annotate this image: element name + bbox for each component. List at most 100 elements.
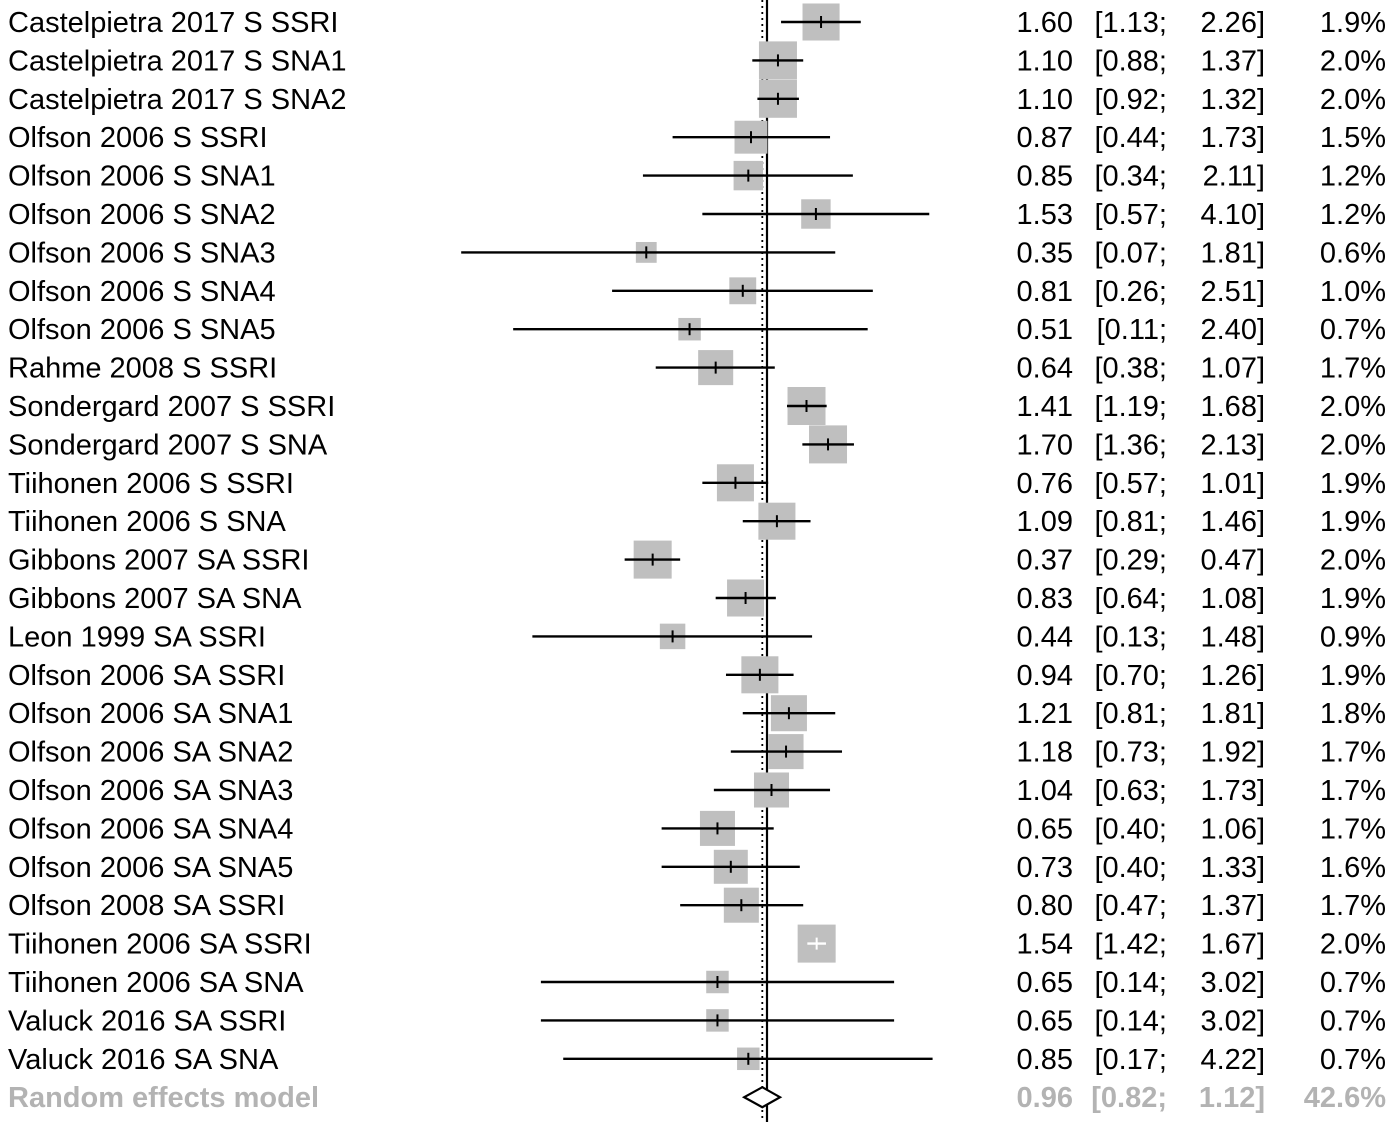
- study-label: Valuck 2016 SA SNA: [8, 1044, 279, 1076]
- study-label: Gibbons 2007 SA SSRI: [8, 545, 309, 577]
- study-ci-upper: 4.22]: [1201, 1044, 1266, 1076]
- study-label: Tiihonen 2006 S SSRI: [8, 468, 294, 500]
- study-label: Tiihonen 2006 SA SSRI: [8, 929, 312, 961]
- study-estimate: 0.81: [1017, 276, 1073, 308]
- study-ci-lower: [0.07;: [1094, 237, 1167, 269]
- study-estimate: 0.44: [1017, 621, 1073, 653]
- study-estimate: 1.18: [1017, 737, 1073, 769]
- study-ci-upper: 1.32]: [1201, 84, 1266, 116]
- summary-ci-lower: [0.82;: [1091, 1082, 1167, 1114]
- study-weight: 0.9%: [1320, 621, 1386, 653]
- study-ci-lower: [0.64;: [1094, 583, 1167, 615]
- study-estimate: 0.76: [1017, 468, 1073, 500]
- study-estimate: 1.54: [1017, 929, 1073, 961]
- study-weight: 1.2%: [1320, 161, 1386, 193]
- study-weight: 1.7%: [1320, 890, 1386, 922]
- study-label: Olfson 2006 S SNA2: [8, 199, 276, 231]
- study-weight: 0.7%: [1320, 1044, 1386, 1076]
- study-ci-upper: 1.37]: [1201, 890, 1266, 922]
- study-ci-lower: [1.19;: [1094, 391, 1167, 423]
- study-ci-upper: 1.67]: [1201, 929, 1266, 961]
- study-weight: 1.9%: [1320, 506, 1386, 538]
- study-estimate: 0.83: [1017, 583, 1073, 615]
- study-estimate: 0.65: [1017, 813, 1073, 845]
- study-label: Tiihonen 2006 SA SNA: [8, 967, 304, 999]
- study-weight: 1.9%: [1320, 468, 1386, 500]
- study-weight: 1.9%: [1320, 660, 1386, 692]
- study-ci-upper: 1.46]: [1201, 506, 1266, 538]
- study-label: Gibbons 2007 SA SNA: [8, 583, 302, 615]
- study-estimate: 1.09: [1017, 506, 1073, 538]
- summary-label: Random effects model: [8, 1082, 319, 1114]
- summary-weight: 42.6%: [1304, 1082, 1386, 1114]
- study-ci-lower: [0.14;: [1094, 967, 1167, 999]
- study-ci-lower: [0.13;: [1094, 621, 1167, 653]
- study-estimate: 0.80: [1017, 890, 1073, 922]
- study-weight: 1.7%: [1320, 353, 1386, 385]
- study-weight: 1.9%: [1320, 583, 1386, 615]
- study-label: Olfson 2006 S SNA1: [8, 161, 276, 193]
- study-label: Olfson 2006 S SSRI: [8, 122, 268, 154]
- study-ci-upper: 1.01]: [1201, 468, 1266, 500]
- study-label: Castelpietra 2017 S SSRI: [8, 7, 338, 39]
- study-weight: 0.7%: [1320, 314, 1386, 346]
- study-ci-lower: [0.73;: [1094, 737, 1167, 769]
- study-ci-lower: [0.47;: [1094, 890, 1167, 922]
- study-estimate: 0.85: [1017, 1044, 1073, 1076]
- study-ci-lower: [0.40;: [1094, 852, 1167, 884]
- study-estimate: 1.04: [1017, 775, 1073, 807]
- study-label: Olfson 2006 SA SSRI: [8, 660, 285, 692]
- study-label: Olfson 2006 S SNA3: [8, 237, 276, 269]
- study-ci-upper: 2.51]: [1201, 276, 1266, 308]
- study-estimate: 0.51: [1017, 314, 1073, 346]
- study-ci-lower: [0.88;: [1094, 45, 1167, 77]
- study-ci-upper: 2.13]: [1201, 429, 1266, 461]
- study-estimate: 1.21: [1017, 698, 1073, 730]
- study-label: Tiihonen 2006 S SNA: [8, 506, 286, 538]
- study-ci-lower: [0.26;: [1094, 276, 1167, 308]
- study-weight: 1.9%: [1320, 7, 1386, 39]
- study-label: Olfson 2006 SA SNA2: [8, 737, 293, 769]
- study-label: Olfson 2006 SA SNA1: [8, 698, 293, 730]
- study-ci-upper: 3.02]: [1201, 1005, 1266, 1037]
- study-estimate: 1.10: [1017, 84, 1073, 116]
- study-ci-lower: [0.57;: [1094, 199, 1167, 231]
- study-ci-lower: [0.11;: [1097, 314, 1167, 346]
- study-weight: 0.7%: [1320, 967, 1386, 999]
- study-ci-lower: [1.42;: [1094, 929, 1167, 961]
- study-weight: 1.7%: [1320, 813, 1386, 845]
- study-ci-upper: 1.06]: [1201, 813, 1266, 845]
- study-weight: 2.0%: [1320, 45, 1386, 77]
- study-estimate: 0.64: [1017, 353, 1073, 385]
- study-label: Valuck 2016 SA SSRI: [8, 1005, 286, 1037]
- study-ci-lower: [1.36;: [1094, 429, 1167, 461]
- summary-estimate: 0.96: [1017, 1082, 1073, 1114]
- study-ci-upper: 1.48]: [1201, 621, 1266, 653]
- study-label: Sondergard 2007 S SNA: [8, 429, 328, 461]
- study-weight: 0.6%: [1320, 237, 1386, 269]
- study-estimate: 0.65: [1017, 1005, 1073, 1037]
- study-weight: 1.8%: [1320, 698, 1386, 730]
- study-ci-upper: 2.11]: [1203, 161, 1265, 193]
- study-ci-upper: 1.37]: [1201, 45, 1266, 77]
- study-ci-upper: 0.47]: [1201, 545, 1266, 577]
- study-ci-lower: [1.13;: [1094, 7, 1167, 39]
- study-label: Olfson 2006 S SNA4: [8, 276, 276, 308]
- study-estimate: 1.41: [1017, 391, 1073, 423]
- study-ci-lower: [0.17;: [1094, 1044, 1167, 1076]
- study-estimate: 0.37: [1017, 545, 1073, 577]
- study-ci-upper: 1.07]: [1201, 353, 1266, 385]
- study-estimate: 0.65: [1017, 967, 1073, 999]
- study-label: Castelpietra 2017 S SNA1: [8, 45, 347, 77]
- study-ci-upper: 1.73]: [1201, 775, 1266, 807]
- study-ci-lower: [0.57;: [1094, 468, 1167, 500]
- study-ci-lower: [0.44;: [1094, 122, 1167, 154]
- study-ci-upper: 4.10]: [1201, 199, 1266, 231]
- study-label: Leon 1999 SA SSRI: [8, 621, 266, 653]
- study-estimate: 1.53: [1017, 199, 1073, 231]
- study-weight: 2.0%: [1320, 391, 1386, 423]
- study-weight: 0.7%: [1320, 1005, 1386, 1037]
- study-weight: 2.0%: [1320, 84, 1386, 116]
- study-weight: 2.0%: [1320, 929, 1386, 961]
